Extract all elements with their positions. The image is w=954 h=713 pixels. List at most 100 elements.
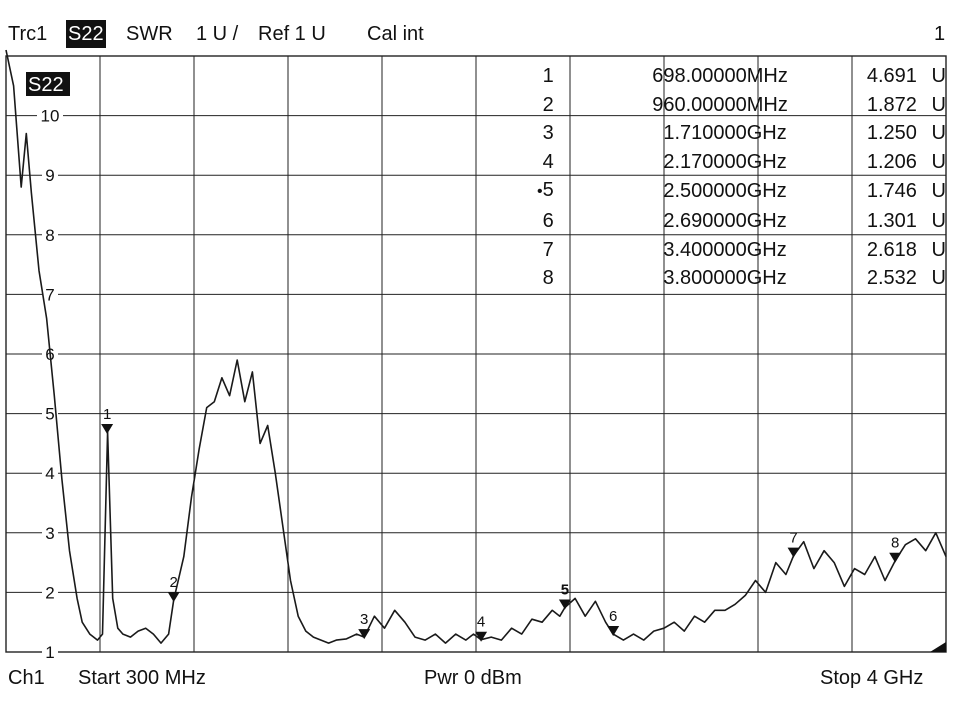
- marker-frequency-unit-text: MHz: [746, 65, 788, 87]
- marker-triangle-icon[interactable]: [167, 592, 180, 603]
- marker-frequency-unit-text: MHz: [746, 93, 788, 116]
- marker-value-text: 1.872: [866, 93, 917, 116]
- marker-triangle-icon[interactable]: [475, 631, 488, 642]
- marker-triangle-icon[interactable]: [558, 599, 571, 610]
- marker-row[interactable]: 3 1.710000 GHz 1.250 U: [506, 119, 946, 148]
- marker-value-unit-text: U: [931, 180, 946, 203]
- marker-frequency: 960.00000: [554, 91, 747, 120]
- marker-number-text: 3: [542, 122, 554, 145]
- start-frequency[interactable]: Start 300 MHz: [78, 667, 206, 689]
- marker-frequency: 2.500000: [554, 176, 747, 207]
- marker-label: 4: [477, 614, 485, 631]
- y-tick-label: 10: [41, 107, 60, 126]
- marker-number-text: 4: [542, 150, 554, 173]
- marker-number: 7: [506, 236, 554, 265]
- plot-grid: [5, 55, 947, 653]
- marker-value: 1.872: [811, 91, 917, 120]
- marker-frequency-text: 3.400000: [663, 238, 747, 261]
- marker-row[interactable]: 8 3.800000 GHz 2.532 U: [506, 264, 946, 293]
- marker-number-text: 5: [542, 179, 554, 202]
- marker-value-text: 1.746: [866, 180, 917, 203]
- marker-frequency: 1.710000: [554, 119, 746, 148]
- marker-number: 4: [506, 148, 554, 177]
- trace-name[interactable]: Trc1: [8, 23, 48, 45]
- marker-label: 3: [360, 611, 368, 628]
- y-tick-label-background: [42, 165, 58, 186]
- marker-number: 2: [506, 91, 554, 120]
- reference-label[interactable]: Ref 1 U: [258, 23, 326, 45]
- power-level[interactable]: Pwr 0 dBm: [424, 667, 522, 689]
- marker-label: 8: [891, 535, 899, 552]
- marker-number: 8: [506, 264, 554, 293]
- marker-row[interactable]: 6 2.690000 GHz 1.301 U: [506, 207, 946, 236]
- marker-frequency-unit-text: GHz: [746, 122, 787, 145]
- marker-label: 6: [609, 608, 617, 625]
- scale-label[interactable]: 1 U /: [196, 23, 239, 45]
- marker-value-unit-text: U: [931, 65, 946, 87]
- y-tick-label: 1: [45, 643, 54, 662]
- marker-row[interactable]: 4 2.170000 GHz 1.206 U: [506, 148, 946, 177]
- y-tick-label: 8: [45, 226, 54, 245]
- marker-frequency-unit-text: GHz: [746, 180, 787, 203]
- marker-row[interactable]: 7 3.400000 GHz 2.618 U: [506, 236, 946, 265]
- marker-frequency-unit: GHz: [747, 176, 811, 207]
- reference-level-marker[interactable]: [930, 642, 946, 652]
- marker-frequency-unit: GHz: [747, 148, 811, 177]
- marker-frequency-text: 2.690000: [663, 209, 747, 232]
- marker-triangle-icon[interactable]: [358, 629, 371, 640]
- marker-value-unit-text: U: [931, 93, 946, 116]
- marker-value-text: 1.206: [866, 150, 917, 173]
- y-tick-label-background: [42, 582, 58, 603]
- marker-value: 2.532: [811, 264, 917, 293]
- marker-value: 2.618: [811, 236, 917, 265]
- marker-triangle-icon[interactable]: [607, 626, 620, 637]
- marker-value-unit-text: U: [931, 150, 946, 173]
- marker-frequency: 3.800000: [554, 264, 746, 293]
- marker-row[interactable]: 2 960.00000 MHz 1.872 U: [506, 91, 946, 120]
- marker-frequency-unit-text: GHz: [746, 209, 787, 232]
- channel-label[interactable]: Ch1: [8, 667, 45, 689]
- marker-row[interactable]: 1 698.00000 MHz 4.691 U: [506, 62, 946, 91]
- marker-label: 7: [789, 530, 797, 547]
- stop-frequency[interactable]: Stop 4 GHz: [820, 667, 924, 689]
- marker-value-unit: U: [917, 119, 946, 148]
- marker-frequency-unit: MHz: [747, 62, 811, 91]
- trace-label-text: S22: [28, 74, 64, 96]
- marker-frequency-unit: GHz: [747, 264, 811, 293]
- marker-value-unit: U: [917, 264, 946, 293]
- marker-value-text: 1.301: [866, 209, 917, 232]
- marker-row[interactable]: •5 2.500000 GHz 1.746 U: [506, 176, 946, 207]
- marker-value: 1.746: [811, 176, 917, 207]
- marker-number: 3: [506, 119, 554, 148]
- marker-frequency-unit: GHz: [747, 119, 811, 148]
- marker-triangle-icon[interactable]: [101, 424, 114, 435]
- y-tick-label: 7: [45, 285, 54, 304]
- format-label[interactable]: SWR: [126, 23, 173, 45]
- marker-frequency-text: 2.500000: [663, 180, 747, 203]
- marker-label: 5: [561, 582, 569, 599]
- y-tick-label: 3: [45, 524, 54, 543]
- marker-frequency-text: 960.00000: [652, 93, 747, 116]
- y-tick-label-background: [42, 224, 58, 245]
- marker-frequency: 698.00000: [554, 62, 747, 91]
- marker-frequency-unit-text: GHz: [746, 267, 787, 290]
- marker-value-unit-text: U: [931, 122, 946, 145]
- y-tick-label-background: [42, 284, 58, 305]
- marker-value: 1.301: [811, 207, 917, 236]
- marker-value-unit: U: [917, 148, 946, 177]
- s22-trace-line: [5, 49, 947, 644]
- marker-value: 1.206: [811, 148, 917, 177]
- s-parameter-label[interactable]: S22: [66, 20, 106, 48]
- marker-label: 1: [103, 406, 111, 423]
- trace-label-badge[interactable]: S22: [26, 72, 70, 96]
- marker-frequency-unit: MHz: [747, 91, 811, 120]
- marker-number-text: 7: [542, 238, 554, 261]
- calibration-label: Cal int: [367, 23, 424, 45]
- marker-triangle-icon[interactable]: [787, 547, 800, 558]
- marker-value: 1.250: [811, 119, 917, 148]
- marker-value: 4.691: [811, 62, 917, 91]
- marker-triangle-icon[interactable]: [889, 552, 902, 563]
